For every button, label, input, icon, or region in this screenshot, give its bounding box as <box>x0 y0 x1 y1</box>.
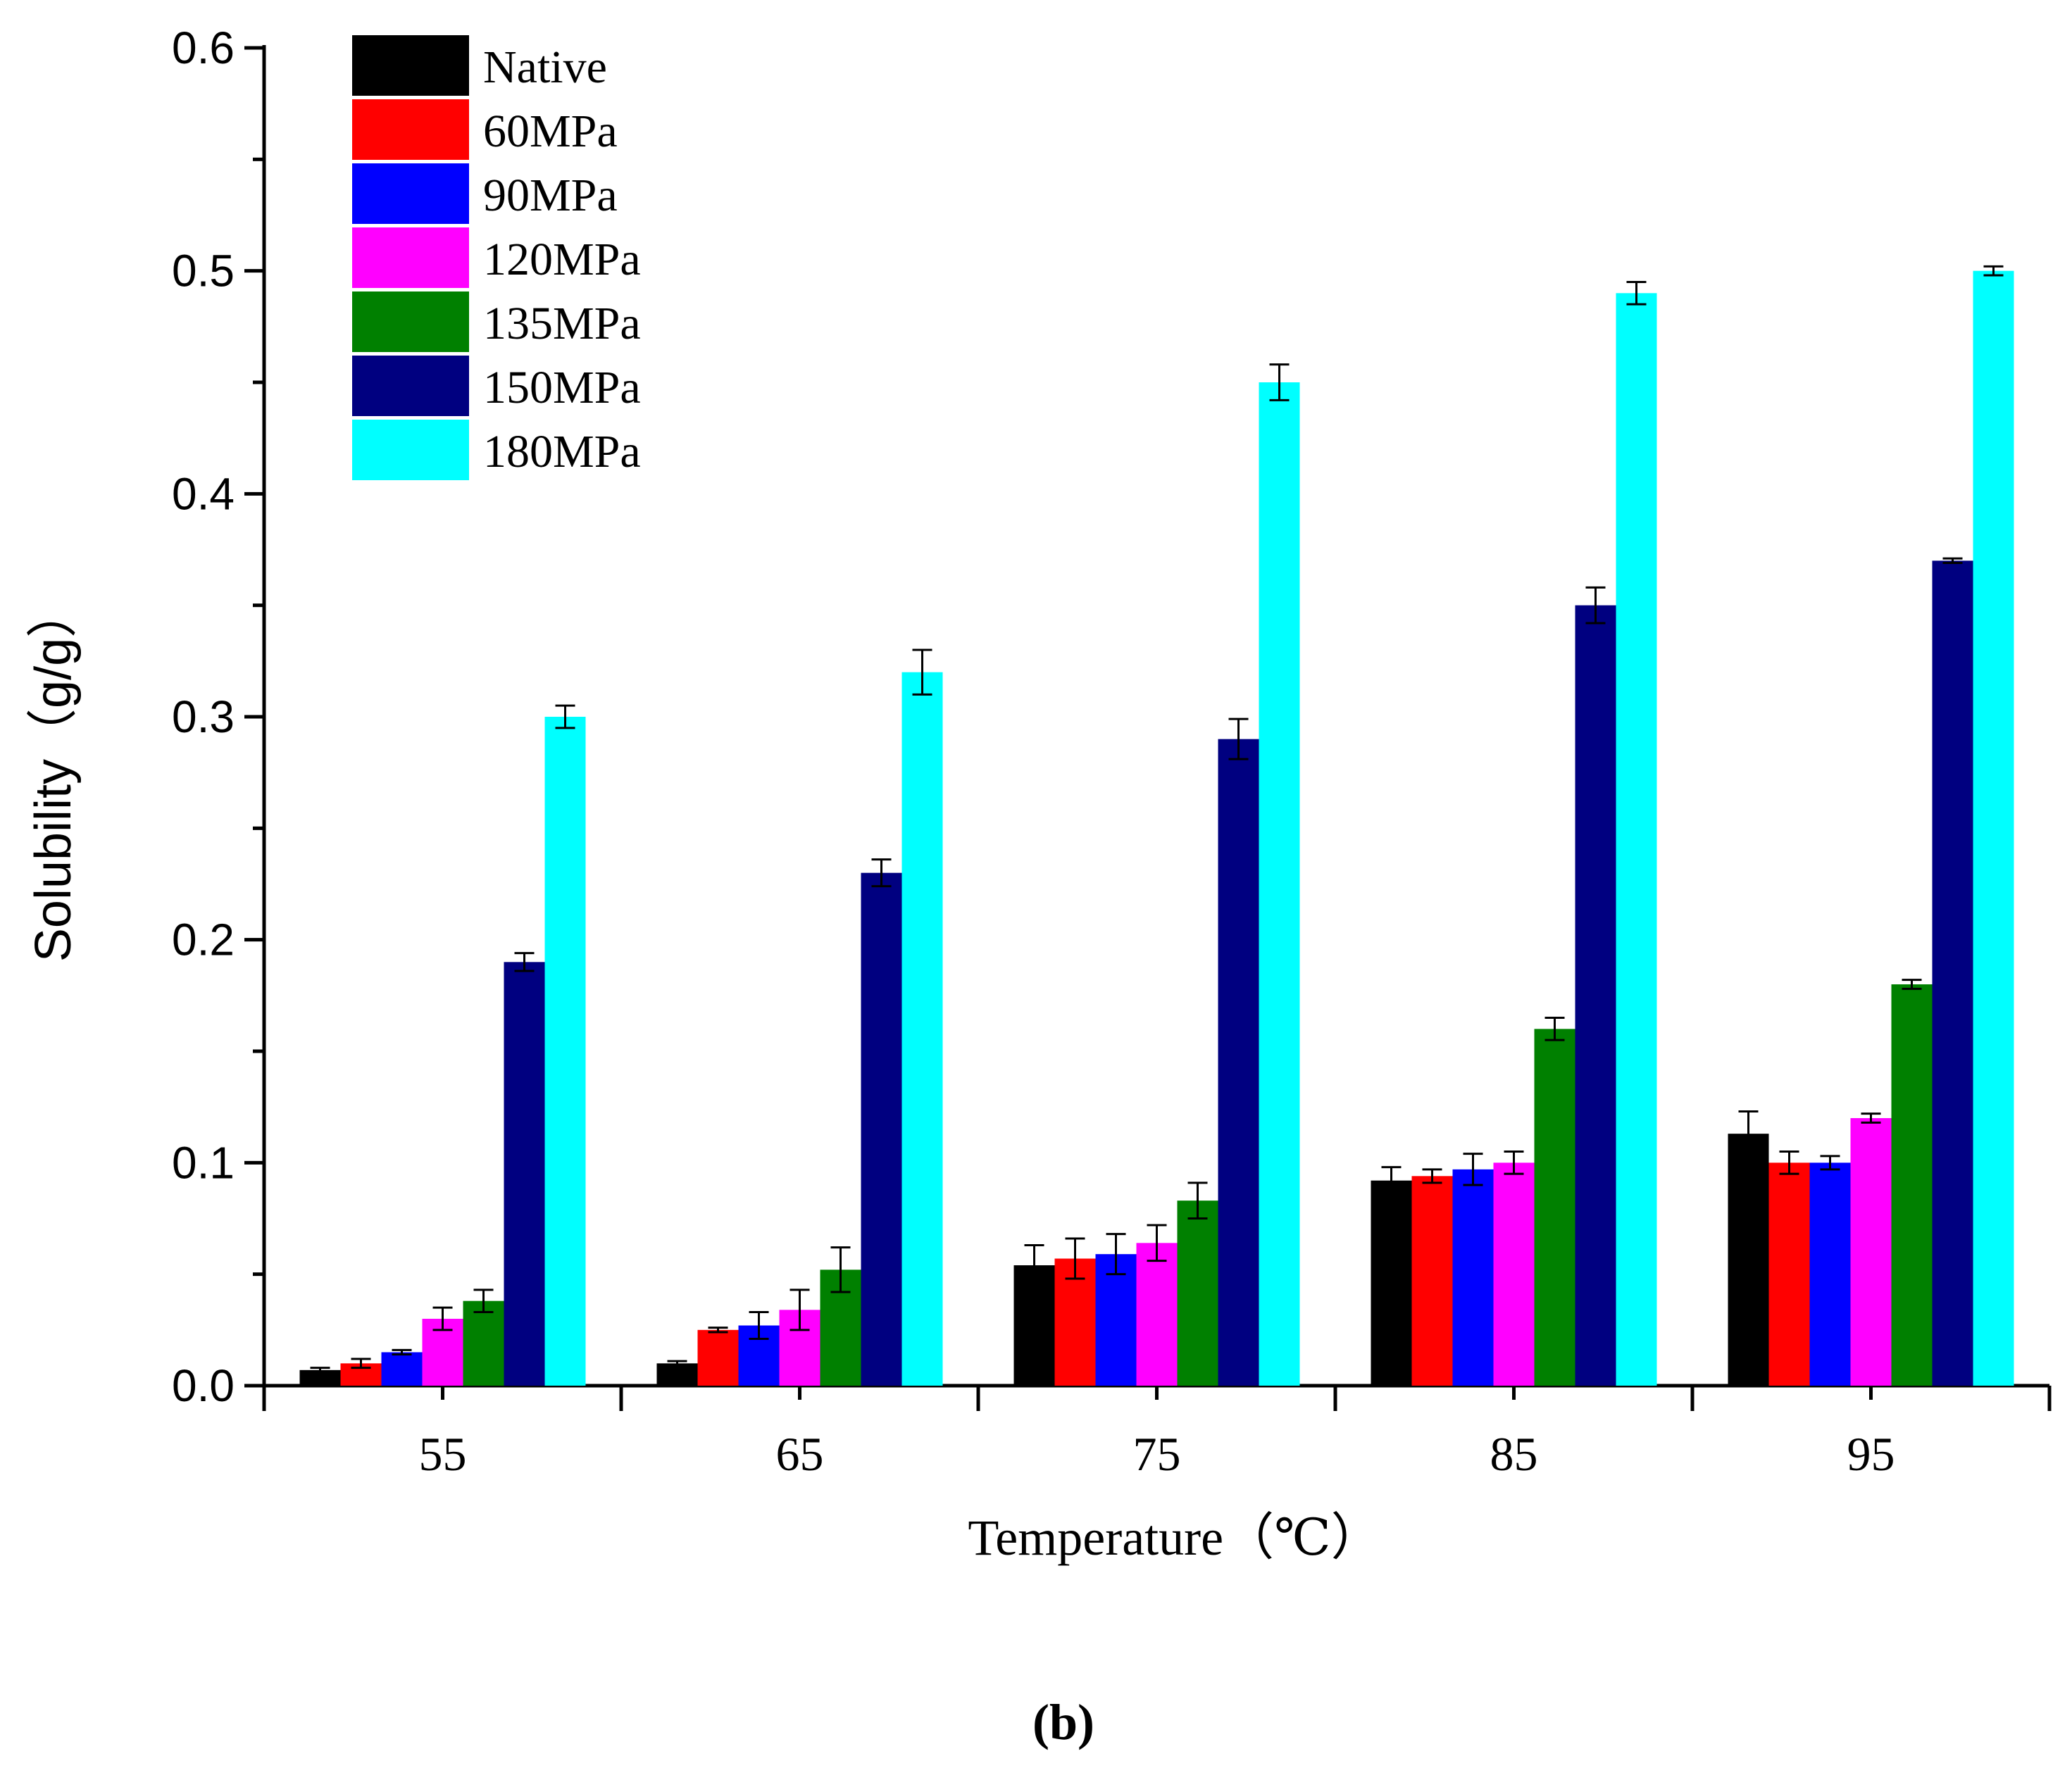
legend-swatch <box>352 99 469 160</box>
legend-swatch <box>352 163 469 224</box>
legend-label: 135MPa <box>483 298 641 349</box>
bar <box>1452 1169 1494 1386</box>
bar <box>1534 1029 1575 1386</box>
bar <box>544 717 586 1386</box>
legend-label: 90MPa <box>483 170 618 221</box>
legend-swatch <box>352 291 469 352</box>
legend: Native 60MPa 90MPa 120MPa 135MPa 150MPa 180MPa <box>352 35 641 480</box>
x-tick-label: 95 <box>1847 1427 1895 1481</box>
bar <box>1768 1162 1810 1386</box>
bar <box>1371 1180 1412 1386</box>
bar <box>381 1352 423 1386</box>
legend-swatch <box>352 420 469 480</box>
legend-swatch <box>352 227 469 288</box>
bar <box>1136 1243 1178 1386</box>
bar <box>1891 984 1933 1386</box>
bar <box>1973 270 2014 1386</box>
x-tick-label: 65 <box>776 1427 824 1481</box>
y-axis-label: Solubility（g/g） <box>25 587 82 962</box>
bar <box>901 672 943 1386</box>
bar <box>1177 1200 1218 1386</box>
x-tick-label: 55 <box>419 1427 467 1481</box>
legend-label: Native <box>483 42 607 93</box>
legend-label: 60MPa <box>483 106 618 157</box>
bar <box>1575 605 1616 1386</box>
error-bars <box>310 265 2004 1374</box>
y-tick-label: 0.1 <box>172 1137 235 1188</box>
bar <box>1728 1134 1769 1386</box>
bar <box>861 872 902 1386</box>
y-tick-label: 0.4 <box>172 468 235 519</box>
figure-caption: (b) <box>1032 1694 1094 1750</box>
bar <box>1259 382 1300 1386</box>
legend-label: 180MPa <box>483 426 641 477</box>
bar <box>1218 739 1259 1386</box>
legend-label: 120MPa <box>483 234 641 285</box>
bar <box>1616 293 1657 1386</box>
x-tick-label: 75 <box>1133 1427 1181 1481</box>
y-tick-label: 0.5 <box>172 246 235 296</box>
bar <box>697 1329 739 1386</box>
bar <box>1054 1258 1096 1386</box>
bar <box>463 1300 504 1386</box>
bars <box>299 270 2014 1386</box>
x-tick-label: 85 <box>1490 1427 1538 1481</box>
bar <box>1095 1254 1137 1386</box>
bar <box>1850 1118 1892 1386</box>
x-axis-label: Temperature（℃） <box>968 1510 1381 1566</box>
legend-swatch <box>352 356 469 416</box>
bar <box>1493 1162 1535 1386</box>
bar <box>299 1369 341 1386</box>
bar <box>1932 560 1973 1386</box>
y-tick-label: 0.2 <box>172 915 235 965</box>
bar <box>656 1363 698 1386</box>
y-tick-label: 0.3 <box>172 691 235 742</box>
bar <box>1809 1162 1851 1386</box>
y-tick-label: 0.6 <box>172 23 235 73</box>
y-tick-label: 0.0 <box>172 1360 235 1411</box>
legend-swatch <box>352 35 469 96</box>
bar <box>504 962 545 1386</box>
legend-label: 150MPa <box>483 362 641 413</box>
bar <box>1411 1176 1453 1386</box>
